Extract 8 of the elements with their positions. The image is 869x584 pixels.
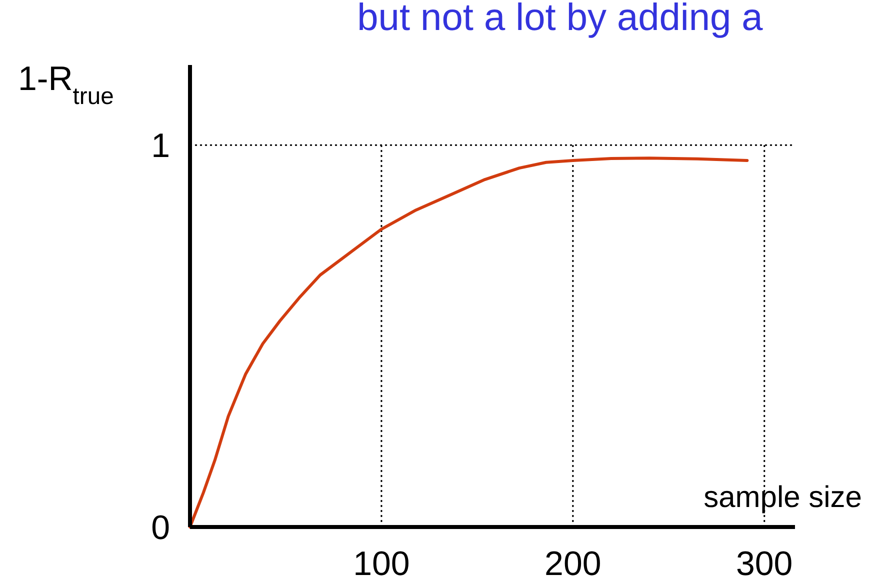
x-tick-label: 100 — [353, 545, 410, 583]
x-axis-title: sample size — [704, 481, 862, 514]
y-tick-label: 0 — [151, 509, 170, 547]
chart-title: but not a lot by adding a — [357, 0, 764, 39]
x-tick-label: 200 — [544, 545, 602, 583]
y-axis-title: 1-R$_{true}$ — [18, 60, 114, 110]
x-tick-label: 300 — [736, 545, 793, 583]
y-tick-label: 1 — [151, 127, 170, 166]
